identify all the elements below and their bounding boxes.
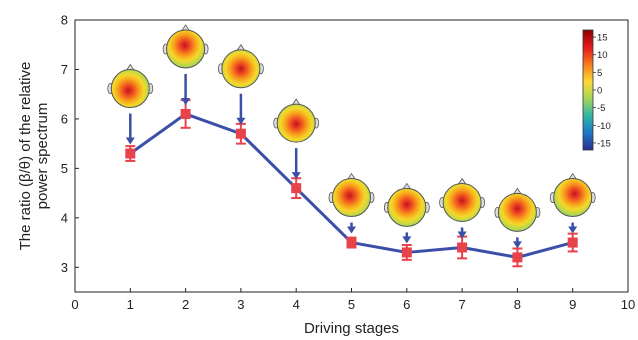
head-icon [221,49,261,89]
data-point [457,242,468,253]
arrow-head-icon [457,231,467,239]
x-tick-label: 7 [458,297,465,312]
colorbar-tick-label: -5 [597,103,605,114]
colorbar-tick-label: 5 [597,68,602,79]
arrow-head-icon [236,117,246,125]
head-icon [497,192,537,232]
arrow-head-icon [347,226,356,234]
x-tick-label: 2 [182,297,189,312]
colorbar-tick-label: 10 [597,50,608,61]
data-point [401,247,412,258]
arrow-head-icon [512,241,522,249]
colorbar-tick-label: 15 [597,33,608,44]
colorbar-tick-label: -15 [597,138,611,149]
topomap [439,177,486,239]
head-icon [553,178,593,218]
x-tick-label: 8 [514,297,521,312]
y-axis-title-line: power spectrum [34,103,51,210]
data-point [235,128,246,139]
head-icon [276,103,316,143]
axes: 0 1 2 3 4 5 6 7 8 9 10 3 4 5 6 7 8 [61,13,635,313]
data-point [180,108,191,119]
topomap [217,44,264,125]
x-tick-label: 10 [621,297,635,312]
arrow-head-icon [291,172,301,180]
y-tick-label: 4 [61,210,68,225]
topomap [383,182,430,244]
x-tick-label: 6 [403,297,410,312]
x-tick-label: 9 [569,297,576,312]
x-tick-label: 4 [293,297,300,312]
topomap [549,172,596,234]
y-axis-title-line: The ratio (β/θ) of the relative [17,62,34,251]
arrow-head-icon [568,226,578,234]
x-tick-label: 1 [127,297,134,312]
topomap [273,98,320,180]
x-tick-label: 3 [237,297,244,312]
head-icon [110,69,150,109]
y-tick-label: 8 [61,13,68,28]
data-point [567,237,578,248]
x-axis-title: Driving stages [304,320,399,337]
data-point [291,183,302,194]
topomap [494,187,541,249]
colorbar-tick-label: 0 [597,86,602,97]
topomap [107,63,154,145]
y-tick-label: 6 [61,111,68,126]
data-point [512,252,523,263]
head-icon [332,178,371,218]
y-axis-title: The ratio (β/θ) of the relativepower spe… [17,62,51,251]
head-icon [166,29,206,69]
arrow-head-icon [125,137,135,145]
colorbar: 15 10 5 0 -5 -10 -15 [582,29,611,151]
x-tick-label: 5 [348,297,355,312]
data-point [125,148,136,159]
colorbar-bar [582,29,594,151]
y-tick-label: 7 [61,62,68,77]
head-icon [387,187,427,227]
topomaps [107,24,596,249]
head-icon [442,182,482,222]
y-tick-label: 5 [61,161,68,176]
data-point [346,237,357,248]
colorbar-tick-label: -10 [597,121,611,132]
y-tick-label: 3 [61,260,68,275]
topomap [162,24,209,105]
arrow-head-icon [181,97,191,105]
x-tick-label: 0 [71,297,78,312]
arrow-head-icon [402,236,412,244]
topomap [328,172,375,234]
